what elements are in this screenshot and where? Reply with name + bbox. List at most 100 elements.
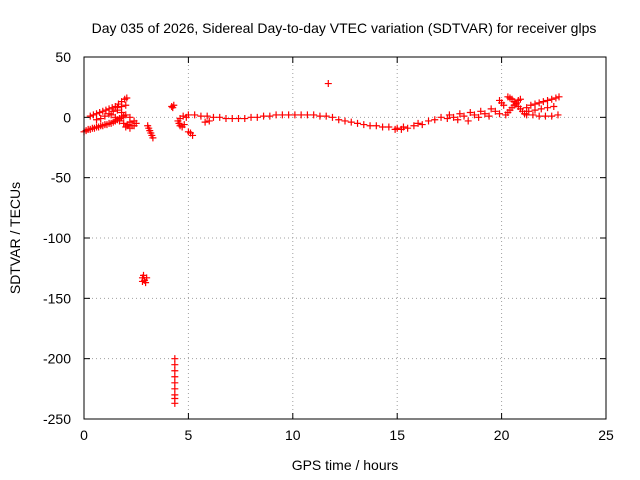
data-point xyxy=(481,110,489,118)
x-tick-label: 0 xyxy=(80,427,88,443)
data-point xyxy=(222,115,230,123)
x-tick-labels: 0 5 10 15 20 25 xyxy=(80,427,614,443)
data-point xyxy=(366,122,374,130)
data-point xyxy=(404,124,412,132)
data-point xyxy=(99,107,107,115)
data-point xyxy=(316,112,324,120)
data-point xyxy=(197,112,205,120)
y-tick-labels: 50 0 -50 -100 -150 -200 -250 xyxy=(43,49,71,427)
data-point xyxy=(266,112,274,120)
data-point xyxy=(485,112,493,120)
data-point xyxy=(324,80,332,88)
data-point xyxy=(143,274,151,282)
data-point xyxy=(132,119,140,127)
data-point xyxy=(347,118,355,126)
data-point xyxy=(535,99,543,107)
data-point xyxy=(335,116,343,124)
data-point xyxy=(360,121,368,129)
y-tick-label: -250 xyxy=(43,411,71,427)
data-point xyxy=(86,112,94,120)
data-point xyxy=(102,106,110,114)
data-point xyxy=(414,119,422,127)
data-point xyxy=(115,117,123,125)
data-point xyxy=(118,102,126,110)
data-point xyxy=(464,117,472,125)
data-point xyxy=(93,116,101,124)
data-point xyxy=(431,116,439,124)
y-tick-label: -150 xyxy=(43,290,71,306)
data-point xyxy=(552,94,560,102)
data-point xyxy=(122,111,130,119)
data-point xyxy=(491,107,499,115)
data-point xyxy=(235,115,243,123)
data-point xyxy=(322,112,330,120)
data-point xyxy=(113,106,121,114)
data-point xyxy=(354,119,362,127)
data-point xyxy=(142,279,150,287)
y-tick-label: -50 xyxy=(51,170,71,186)
data-point xyxy=(487,105,495,113)
data-point xyxy=(443,115,451,123)
data-point xyxy=(523,104,531,112)
data-point xyxy=(399,123,407,131)
data-point xyxy=(138,277,146,285)
data-point xyxy=(205,117,213,125)
data-point xyxy=(171,385,179,393)
y-tick-label: 50 xyxy=(55,49,71,65)
data-point xyxy=(460,112,468,120)
y-tick-label: -200 xyxy=(43,351,71,367)
data-point xyxy=(496,110,504,118)
data-point xyxy=(437,113,445,121)
x-tick-label: 15 xyxy=(389,427,405,443)
data-point xyxy=(107,111,115,119)
data-point xyxy=(341,117,349,125)
data-point xyxy=(544,96,552,104)
data-point xyxy=(523,111,531,119)
data-point xyxy=(96,109,104,117)
data-point xyxy=(548,112,556,120)
data-point xyxy=(466,109,474,117)
data-point xyxy=(555,93,563,101)
data-point xyxy=(203,112,211,120)
data-point xyxy=(171,355,179,363)
data-point xyxy=(120,119,128,127)
data-point xyxy=(97,115,105,123)
data-point xyxy=(149,134,157,142)
data-point xyxy=(171,379,179,387)
data-point xyxy=(537,105,545,113)
data-point xyxy=(184,111,192,119)
data-point xyxy=(169,104,177,112)
data-point xyxy=(101,112,109,120)
data-point xyxy=(541,112,549,120)
data-point xyxy=(291,111,299,119)
data-points xyxy=(80,80,563,407)
data-point xyxy=(216,113,224,121)
data-point xyxy=(118,109,126,117)
data-point xyxy=(189,131,197,139)
data-point xyxy=(241,115,249,123)
data-point xyxy=(550,102,558,110)
data-point xyxy=(450,113,458,121)
data-point xyxy=(393,124,401,132)
data-point xyxy=(531,106,539,114)
data-point xyxy=(209,113,217,121)
y-axis-label: SDTVAR / TECUs xyxy=(7,182,23,294)
data-point xyxy=(425,117,433,125)
data-point xyxy=(126,113,134,121)
data-point xyxy=(496,96,504,104)
chart-title: Day 035 of 2026, Sidereal Day-to-day VTE… xyxy=(92,20,597,36)
x-tick-label: 10 xyxy=(285,427,301,443)
data-point xyxy=(191,111,199,119)
data-point xyxy=(179,112,187,120)
y-tick-label: -100 xyxy=(43,230,71,246)
x-tick-label: 5 xyxy=(185,427,193,443)
data-point xyxy=(171,361,179,369)
data-point xyxy=(111,113,119,121)
data-point xyxy=(535,112,543,120)
data-point xyxy=(303,111,311,119)
data-point xyxy=(247,113,255,121)
data-point xyxy=(527,101,535,109)
data-point xyxy=(171,367,179,375)
data-point xyxy=(180,121,188,129)
